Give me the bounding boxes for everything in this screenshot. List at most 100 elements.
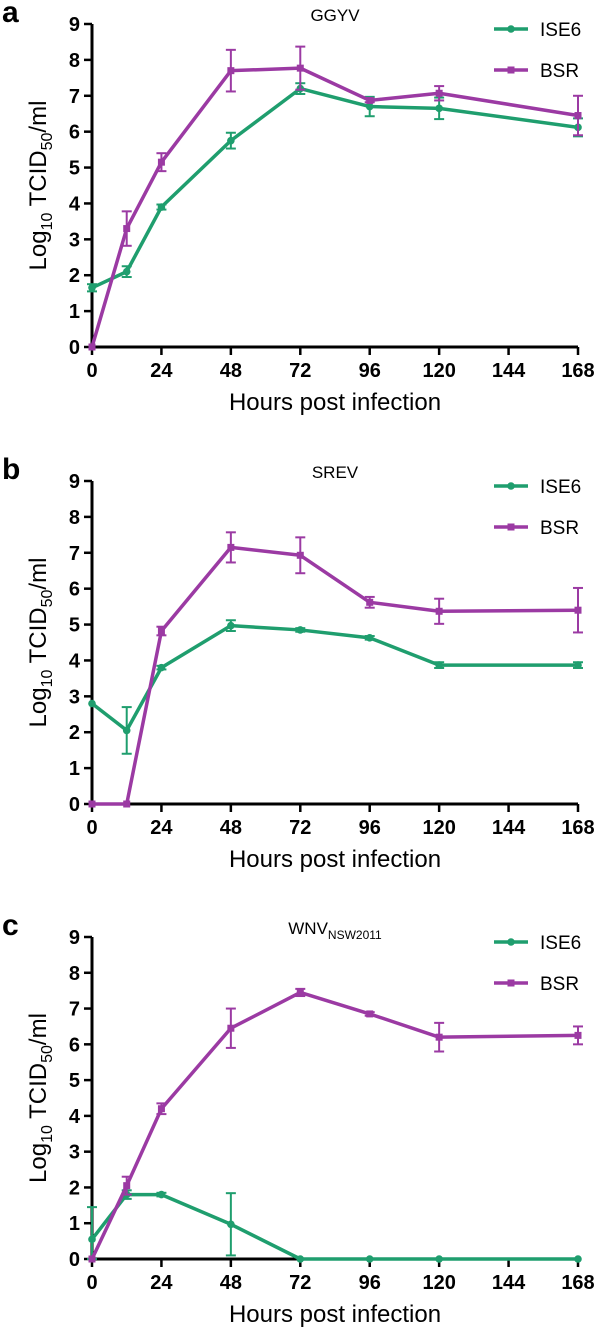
chart-title-main: SREV [312, 463, 359, 482]
data-point [574, 112, 582, 120]
data-point [366, 96, 374, 104]
panel-letter: a [2, 0, 19, 29]
series-bsr [88, 987, 583, 1263]
series-ise6 [87, 82, 583, 293]
chart-title: WNVNSW2011 [288, 919, 382, 942]
x-tick-label: 144 [492, 817, 526, 839]
x-axis-title: Hours post infection [229, 1301, 441, 1328]
legend-marker [507, 482, 515, 490]
data-point [88, 1255, 96, 1263]
x-tick-label: 120 [422, 1272, 455, 1294]
series-bsr [88, 45, 583, 351]
series-line [91, 86, 579, 290]
data-point [157, 1190, 166, 1199]
x-tick-label: 168 [561, 360, 594, 382]
x-tick-label: 120 [422, 360, 455, 382]
data-point [365, 102, 374, 111]
data-point [227, 1024, 235, 1032]
data-point [157, 158, 165, 166]
legend-marker [507, 66, 515, 74]
chart-panel-a: a GGYV 0 1 2 3 4 5 6 7 8 9 0 24 48 72 96 120 144 168 Hours p… [2, 0, 595, 416]
y-tick-label: 8 [69, 507, 80, 529]
data-point [122, 726, 131, 735]
chart-title: GGYV [310, 6, 360, 25]
y-tick-label: 2 [69, 722, 80, 744]
x-tick-label: 144 [492, 1272, 526, 1294]
data-point [296, 64, 304, 72]
legend-entry-ise6: ISE6 [494, 933, 581, 954]
legend-marker [507, 979, 515, 987]
data-point [227, 67, 235, 75]
x-tick-label: 96 [359, 1272, 381, 1294]
y-tick-label: 5 [69, 1070, 80, 1092]
series-bsr [88, 531, 583, 808]
y-axis-title-ylabel-sub: 10 [39, 1125, 56, 1143]
x-tick-label: 24 [150, 817, 173, 839]
chart-panel-c: c WNVNSW2011 0 1 2 3 4 5 6 7 8 9 0 24 48 72 96 120 144 168 H… [2, 909, 595, 1328]
data-point [574, 606, 582, 614]
y-axis-title-ylabel: Log [25, 1143, 52, 1183]
data-point [365, 634, 374, 642]
legend-entry-ise6: ISE6 [494, 477, 581, 498]
y-axis-title-ylabel-sub: 10 [39, 669, 56, 687]
chart-title: SREV [312, 463, 359, 482]
x-tick-label: 24 [150, 1272, 173, 1294]
y-tick-label: 2 [69, 265, 80, 287]
data-point [435, 89, 443, 97]
y-tick-label: 0 [69, 794, 80, 816]
data-point [296, 1255, 305, 1263]
series-line [90, 1192, 578, 1261]
y-axis-title-ylabel-rest: TCID [25, 150, 52, 212]
data-point [123, 800, 131, 808]
y-tick-label: 6 [69, 1034, 80, 1056]
data-point [88, 343, 96, 351]
legend-entry-bsr: BSR [494, 61, 579, 82]
legend-entry-ise6: ISE6 [494, 20, 581, 41]
data-point [88, 283, 96, 292]
series-line [92, 545, 579, 806]
x-tick-label: 72 [289, 1272, 311, 1294]
x-tick-label: 0 [86, 360, 97, 382]
x-tick-label: 168 [561, 1272, 594, 1294]
y-tick-label: 1 [69, 758, 80, 780]
x-tick-label: 48 [220, 360, 242, 382]
y-tick-label: 8 [69, 963, 80, 985]
series-ise6 [88, 619, 583, 755]
y-axis-title: Log10 TCID50/ml [25, 558, 56, 728]
x-tick-label: 0 [86, 1272, 97, 1294]
data-point [88, 699, 96, 708]
data-point [123, 1182, 131, 1190]
data-point [157, 203, 166, 211]
data-point [157, 627, 165, 635]
y-axis-title-ylabel-end: /ml [25, 558, 52, 590]
y-tick-label: 7 [69, 999, 80, 1021]
y-axis-title-ylabel-sub2: 50 [39, 589, 56, 607]
series-line [90, 990, 579, 1260]
y-axis-title-ylabel-sub2: 50 [39, 1045, 56, 1063]
data-point [157, 663, 166, 672]
x-tick-label: 96 [359, 817, 381, 839]
series-line [90, 66, 579, 348]
y-axis-title-ylabel-end: /ml [25, 101, 52, 133]
y-axis-title: Log10 TCID50/ml [25, 1013, 56, 1183]
y-tick-label: 5 [69, 158, 80, 180]
legend-label: ISE6 [540, 20, 581, 41]
data-point [574, 661, 582, 669]
data-point [227, 621, 235, 630]
x-tick-label: 120 [422, 817, 455, 839]
data-point [227, 1220, 235, 1229]
data-point [435, 661, 443, 669]
y-axis-title: Log10 TCID50/ml [25, 101, 56, 271]
x-tick-label: 0 [86, 817, 97, 839]
legend-label: BSR [540, 61, 579, 82]
x-tick-label: 96 [359, 360, 381, 382]
y-tick-label: 0 [69, 337, 80, 359]
y-tick-label: 9 [69, 471, 80, 493]
y-axis-title-ylabel-rest: TCID [25, 607, 52, 669]
series-ise6 [87, 1189, 582, 1263]
y-tick-label: 3 [69, 686, 80, 708]
x-tick-label: 168 [561, 817, 594, 839]
legend-marker [507, 25, 515, 33]
x-tick-label: 144 [492, 360, 526, 382]
